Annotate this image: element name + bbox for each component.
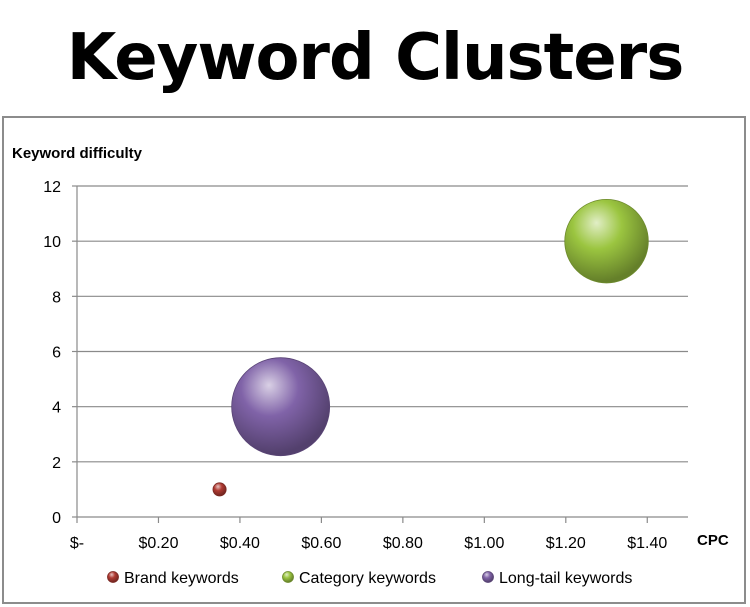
page-title: Keyword Clusters	[66, 21, 685, 95]
x-tick-label: $1.40	[627, 535, 667, 552]
x-tick-label: $0.80	[383, 535, 423, 552]
legend-marker	[282, 571, 294, 583]
y-tick-label: 10	[43, 234, 61, 251]
x-axis-label: CPC	[697, 532, 729, 549]
y-tick-label: 2	[52, 455, 61, 472]
y-axis-label: Keyword difficulty	[12, 145, 143, 162]
y-tick-label: 4	[52, 400, 61, 417]
y-tick-label: 8	[52, 289, 61, 306]
legend-marker	[482, 571, 494, 583]
bubble-category-keywords	[564, 198, 649, 284]
y-tick-label: 6	[52, 345, 61, 362]
x-tick-label: $0.40	[220, 535, 260, 552]
bubble-long-tail-keywords	[231, 357, 331, 457]
y-tick-label: 12	[43, 179, 61, 196]
legend-label: Long-tail keywords	[499, 570, 632, 587]
chart-frame	[2, 116, 746, 604]
x-tick-label: $1.00	[464, 535, 504, 552]
y-tick-label: 0	[52, 510, 61, 527]
legend-label: Brand keywords	[124, 570, 239, 587]
x-tick-label: $0.20	[138, 535, 178, 552]
legend-label: Category keywords	[299, 570, 436, 587]
x-tick-label: $-	[70, 535, 84, 552]
legend-marker	[107, 571, 119, 583]
bubble-brand-keywords	[212, 482, 227, 497]
x-tick-label: $0.60	[301, 535, 341, 552]
x-tick-label: $1.20	[546, 535, 586, 552]
